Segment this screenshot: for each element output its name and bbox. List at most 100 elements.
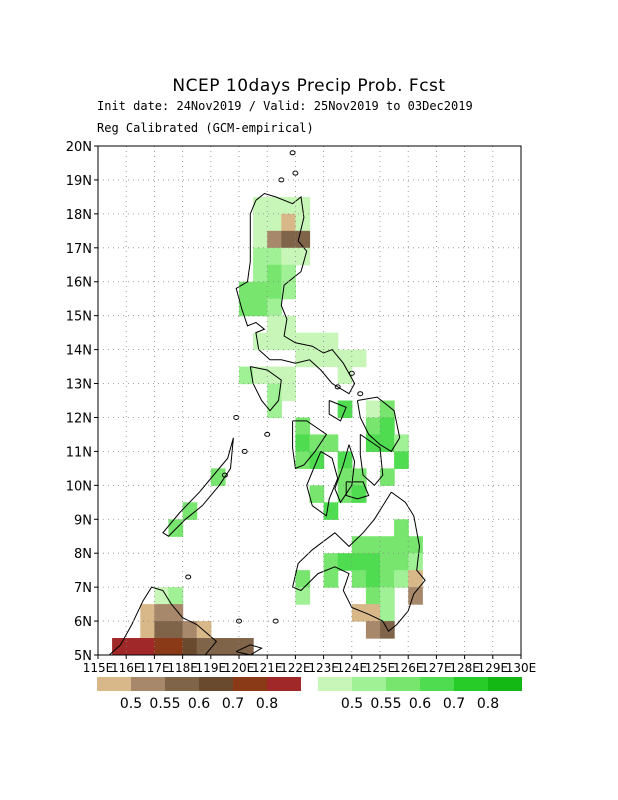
probability-cell bbox=[323, 332, 339, 351]
legend-swatch bbox=[318, 677, 352, 691]
probability-cell bbox=[126, 638, 141, 655]
probability-cell bbox=[365, 417, 381, 436]
probability-cell bbox=[253, 366, 268, 385]
latitude-label: 15N bbox=[66, 310, 92, 325]
probability-cell bbox=[267, 196, 282, 215]
latitude-label: 19N bbox=[66, 174, 92, 189]
probability-cell bbox=[351, 468, 367, 486]
probability-cell bbox=[365, 570, 381, 588]
probability-cell bbox=[267, 281, 282, 300]
leyte-coastline bbox=[359, 433, 384, 487]
probability-cell bbox=[295, 332, 311, 351]
probability-cell bbox=[365, 553, 381, 571]
probability-cell bbox=[295, 349, 311, 368]
probability-cell bbox=[182, 502, 198, 520]
legend-swatch bbox=[454, 677, 488, 691]
probability-cell bbox=[267, 315, 282, 334]
islet bbox=[357, 391, 364, 397]
probability-cell bbox=[351, 553, 367, 571]
islet bbox=[334, 384, 341, 390]
mindanao-coastline bbox=[292, 491, 426, 632]
longitude-label: 116E bbox=[111, 661, 142, 675]
latitude-label: 11N bbox=[66, 445, 92, 460]
probability-cell bbox=[253, 264, 268, 283]
longitude-label: 121E bbox=[252, 661, 283, 675]
probability-cell bbox=[281, 247, 296, 266]
latitude-label: 5N bbox=[74, 649, 92, 664]
method-subtitle: Reg Calibrated (GCM-empirical) bbox=[97, 121, 314, 135]
legend-swatch bbox=[97, 677, 131, 691]
probability-cell bbox=[295, 587, 311, 605]
legend-swatch bbox=[233, 677, 267, 691]
probability-cell bbox=[365, 536, 381, 554]
longitude-label: 125E bbox=[365, 661, 396, 675]
probability-cell bbox=[365, 621, 381, 639]
cebu-coastline bbox=[334, 444, 356, 504]
probability-cell bbox=[323, 502, 339, 520]
probability-cell bbox=[295, 417, 311, 436]
legend-swatch bbox=[386, 677, 420, 691]
probability-cell bbox=[394, 451, 409, 469]
probability-cell bbox=[253, 230, 268, 249]
probability-cell bbox=[394, 519, 409, 537]
legend-swatch bbox=[267, 677, 301, 691]
negros-coastline bbox=[306, 450, 339, 517]
dry-probability-legend: 0.5 0.55 0.6 0.7 0.8 bbox=[97, 677, 301, 712]
probability-cell bbox=[140, 638, 155, 655]
probability-cell bbox=[323, 349, 339, 368]
legend-swatch bbox=[420, 677, 454, 691]
probability-cell bbox=[408, 553, 423, 571]
masbate-coastline bbox=[328, 400, 347, 422]
probability-cell bbox=[295, 434, 311, 452]
longitude-label: 118E bbox=[167, 661, 198, 675]
luzon-coastline bbox=[235, 192, 356, 395]
probability-cell bbox=[239, 281, 254, 300]
islet bbox=[264, 431, 271, 437]
probability-cell bbox=[394, 434, 409, 452]
probability-cell bbox=[408, 536, 423, 554]
probability-cell bbox=[267, 247, 282, 266]
longitude-label: 126E bbox=[393, 661, 424, 675]
probability-cell bbox=[267, 213, 282, 232]
probability-cell bbox=[154, 604, 170, 622]
longitude-label: 130E bbox=[506, 661, 537, 675]
legend-swatch bbox=[131, 677, 165, 691]
probability-cell bbox=[394, 553, 409, 571]
probability-cell bbox=[394, 536, 409, 554]
latitude-label: 12N bbox=[66, 411, 92, 426]
probability-cell bbox=[281, 366, 296, 385]
probability-cell bbox=[154, 621, 170, 639]
latitude-label: 13N bbox=[66, 378, 92, 393]
latitude-label: 6N bbox=[74, 615, 92, 630]
longitude-label: 122E bbox=[280, 661, 311, 675]
latitude-label: 18N bbox=[66, 208, 92, 223]
valid-period-subtitle: Init date: 24Nov2019 / Valid: 25Nov2019 … bbox=[97, 99, 473, 113]
islet bbox=[293, 134, 298, 138]
probability-cell bbox=[210, 638, 226, 655]
probability-cell bbox=[380, 468, 395, 486]
islet bbox=[270, 141, 275, 145]
islet bbox=[185, 574, 192, 580]
probability-cell bbox=[182, 638, 198, 655]
islet bbox=[221, 472, 228, 478]
probability-cell bbox=[408, 570, 423, 588]
probability-cell bbox=[281, 196, 296, 215]
legend-label: 0.8 bbox=[477, 696, 499, 712]
probability-cell bbox=[182, 621, 198, 639]
legend-label: 0.55 bbox=[370, 696, 401, 712]
probability-cell bbox=[380, 400, 395, 419]
legend-swatch bbox=[199, 677, 233, 691]
longitude-label: 120E bbox=[224, 661, 255, 675]
probability-cell bbox=[365, 400, 381, 419]
probability-cell bbox=[295, 247, 311, 266]
longitude-label: 119E bbox=[196, 661, 227, 675]
probability-cell bbox=[380, 587, 395, 605]
probability-cell bbox=[380, 553, 395, 571]
probability-cell bbox=[168, 638, 184, 655]
longitude-label: 129E bbox=[478, 661, 509, 675]
probability-cell bbox=[196, 638, 212, 655]
probability-cell bbox=[267, 400, 282, 419]
probability-cell bbox=[380, 434, 395, 452]
longitude-label: 123E bbox=[308, 661, 339, 675]
probability-cell bbox=[253, 332, 268, 351]
